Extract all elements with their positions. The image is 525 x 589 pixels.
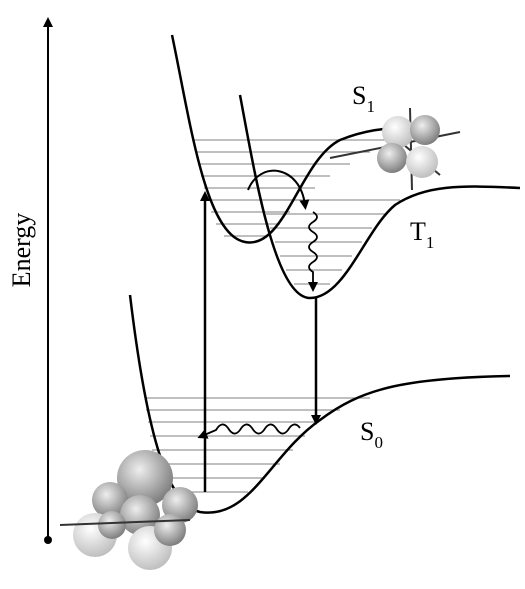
t1-curve <box>238 94 521 300</box>
axis-origin <box>44 536 52 544</box>
state-label: T1 <box>410 217 434 252</box>
isc-arrow <box>247 169 310 210</box>
excited-molecule <box>329 107 461 191</box>
relaxation-s0 <box>197 423 301 439</box>
state-label: S1 <box>352 81 375 116</box>
state-label: S0 <box>360 417 383 452</box>
s1-curve <box>170 34 406 244</box>
s0-curve <box>128 294 511 514</box>
ground-molecule <box>59 450 198 570</box>
relaxation-t1 <box>308 211 318 292</box>
axis-label: Energy <box>7 213 36 288</box>
s1-levels <box>194 139 400 237</box>
s0-levels <box>145 397 370 493</box>
